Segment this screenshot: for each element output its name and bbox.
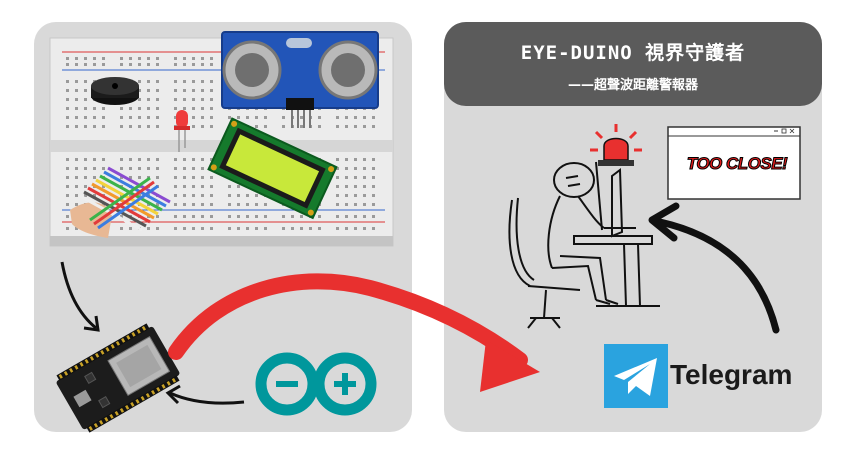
arduino-logo <box>255 352 377 416</box>
ultrasonic-sensor <box>221 31 379 128</box>
jumper-wires <box>70 166 171 238</box>
arrow-arduino-to-esp32 <box>165 384 245 405</box>
esp32-board <box>56 323 180 433</box>
alert-message: TOO CLOSE! <box>686 154 788 174</box>
telegram-label: Telegram <box>670 359 793 390</box>
arrow-breadboard-to-esp32 <box>60 261 100 332</box>
alert-window <box>667 126 801 200</box>
person-at-computer <box>508 161 660 329</box>
title-banner: EYE-DUINO 視界守護者 ——超聲波距離警報器 <box>444 22 822 106</box>
page-subtitle: ——超聲波距離警報器 <box>567 78 698 93</box>
arrow-telegram-to-alert <box>648 202 780 334</box>
siren-icon <box>590 124 642 166</box>
red-led <box>174 110 190 152</box>
buzzer <box>91 77 139 105</box>
telegram-logo <box>604 344 668 408</box>
page-title: EYE-DUINO 視界守護者 <box>520 42 746 64</box>
lcd-module <box>207 117 338 220</box>
arrow-esp32-to-telegram <box>168 273 540 392</box>
